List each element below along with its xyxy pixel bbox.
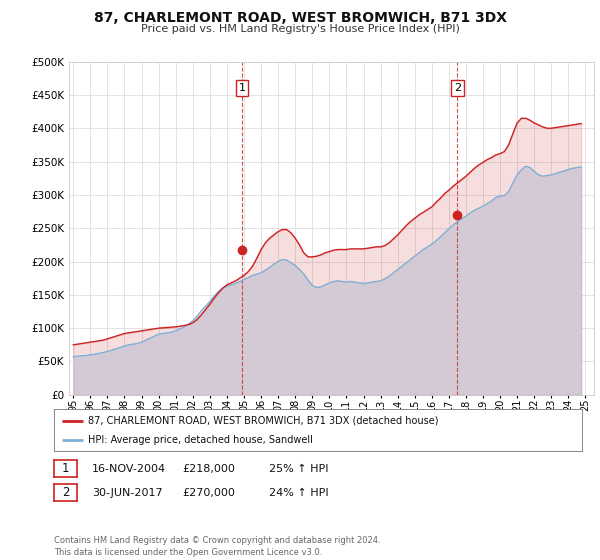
Text: 87, CHARLEMONT ROAD, WEST BROMWICH, B71 3DX (detached house): 87, CHARLEMONT ROAD, WEST BROMWICH, B71 … [88,416,439,426]
Text: 16-NOV-2004: 16-NOV-2004 [92,464,166,474]
Text: HPI: Average price, detached house, Sandwell: HPI: Average price, detached house, Sand… [88,435,313,445]
Text: 1: 1 [238,83,245,94]
Text: 2: 2 [62,486,69,500]
Text: 30-JUN-2017: 30-JUN-2017 [92,488,163,498]
Text: 24% ↑ HPI: 24% ↑ HPI [269,488,328,498]
Text: 25% ↑ HPI: 25% ↑ HPI [269,464,328,474]
Text: £270,000: £270,000 [182,488,235,498]
Text: Contains HM Land Registry data © Crown copyright and database right 2024.
This d: Contains HM Land Registry data © Crown c… [54,536,380,557]
Text: 2: 2 [454,83,461,94]
Text: Price paid vs. HM Land Registry's House Price Index (HPI): Price paid vs. HM Land Registry's House … [140,24,460,34]
Text: £218,000: £218,000 [182,464,235,474]
Text: 1: 1 [62,462,69,475]
Text: 87, CHARLEMONT ROAD, WEST BROMWICH, B71 3DX: 87, CHARLEMONT ROAD, WEST BROMWICH, B71 … [94,11,506,25]
